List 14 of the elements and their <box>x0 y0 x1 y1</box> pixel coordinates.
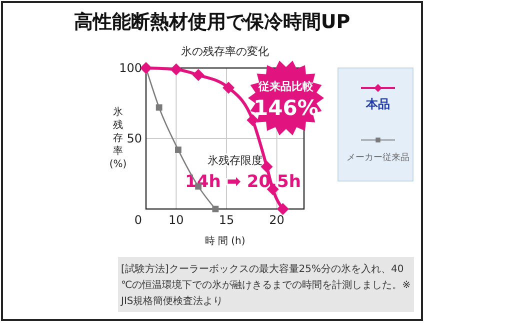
legend-label: 本品 <box>365 97 390 111</box>
y-tick-label: 50 <box>126 132 142 146</box>
y-axis-title: 氷残存率(%) <box>109 106 127 170</box>
chart-title: 高性能断熱材使用で保冷時間UP <box>74 11 350 33</box>
x-tick-label: 20 <box>269 213 284 227</box>
x-tick-label: 15 <box>218 213 234 227</box>
y-tick-label: 0 <box>134 213 142 227</box>
legend-label: メーカー従来品 <box>346 152 410 163</box>
annotation: 従来品比較 146% <box>254 80 318 120</box>
x-axis-title: 時 間 (h) <box>204 235 246 247</box>
chart-subtitle: 氷の残存率の変化 <box>181 45 269 58</box>
y-tick-label: 100 <box>119 61 142 75</box>
x-tick-label: 10 <box>168 213 184 227</box>
text: [試験方法]クーラーボックスの最大容量25%分の氷を入れ、40℃の恒温環境下での氷が融けきるまでの時間を計測しました。※JIS規格簡便検査法より <box>120 263 411 307</box>
